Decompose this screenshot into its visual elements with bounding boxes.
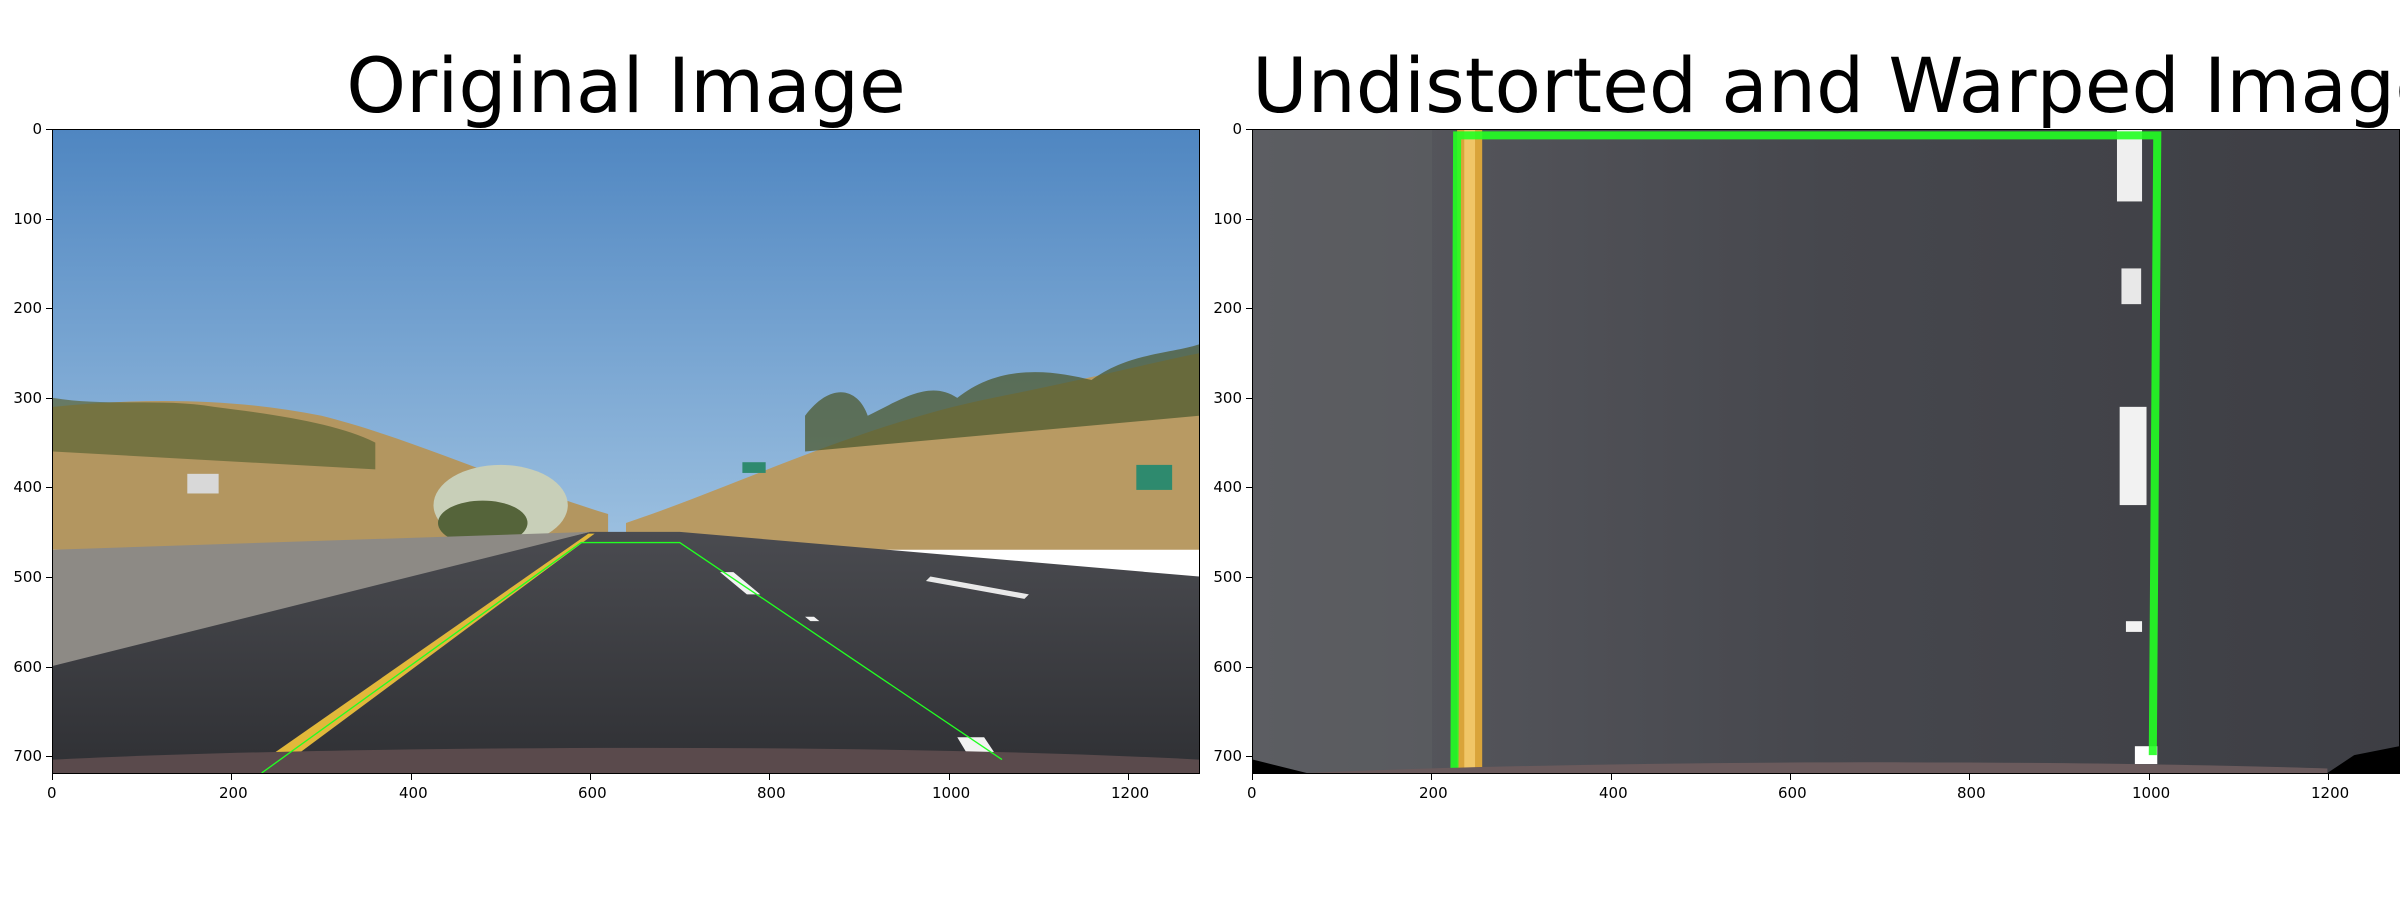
tick-label: 300 [1213, 389, 1242, 407]
tick-label: 1000 [2132, 784, 2171, 802]
tick-label: 400 [1599, 784, 1628, 802]
tick-label: 700 [13, 747, 42, 765]
tick-label: 300 [13, 389, 42, 407]
tick-label: 0 [1232, 120, 1242, 138]
tick-label: 400 [399, 784, 428, 802]
tick-label: 600 [1778, 784, 1807, 802]
tick-label: 1200 [1111, 784, 1150, 802]
right-y-axis: 0 100 200 300 400 500 600 700 [1200, 120, 1252, 774]
tick-label: 600 [1213, 658, 1242, 676]
green-roi-lines [261, 541, 1003, 773]
right-panel: Undistorted and Warped Image [1200, 0, 2400, 900]
tick-label: 0 [32, 120, 42, 138]
tick-label: 600 [13, 658, 42, 676]
tick-label: 200 [1213, 299, 1242, 317]
tick-label: 100 [1213, 210, 1242, 228]
warped-road [1253, 130, 2399, 773]
tick-label: 800 [757, 784, 786, 802]
tick-label: 100 [13, 210, 42, 228]
left-panel-title: Original Image [346, 41, 906, 130]
tick-label: 1000 [932, 784, 971, 802]
yellow-lane-line [245, 533, 595, 773]
original-image [52, 129, 1200, 774]
tick-label: 400 [1213, 478, 1242, 496]
right-trees [805, 344, 1199, 452]
tick-label: 0 [47, 784, 57, 802]
tick-label: 500 [1213, 568, 1242, 586]
left-vegetation [53, 397, 376, 470]
warped-image [1252, 129, 2400, 774]
tick-label: 200 [219, 784, 248, 802]
right-panel-title: Undistorted and Warped Image [1252, 41, 2400, 130]
tick-label: 800 [1957, 784, 1986, 802]
tick-label: 600 [578, 784, 607, 802]
tick-label: 700 [1213, 747, 1242, 765]
green-warped-lines [1450, 131, 2162, 773]
tick-label: 1200 [2311, 784, 2350, 802]
left-y-axis: 0 100 200 300 400 500 600 700 [0, 120, 52, 774]
tick-label: 500 [13, 568, 42, 586]
tick-label: 0 [1247, 784, 1257, 802]
tick-label: 200 [13, 299, 42, 317]
tick-label: 400 [13, 478, 42, 496]
car-hood [53, 747, 1199, 773]
tick-label: 200 [1419, 784, 1448, 802]
left-panel: Original Image [0, 41, 1200, 814]
left-x-axis: 0 200 400 600 800 1000 1200 [47, 774, 1200, 814]
right-x-axis: 0 200 400 600 800 1000 1200 [1247, 774, 2400, 814]
